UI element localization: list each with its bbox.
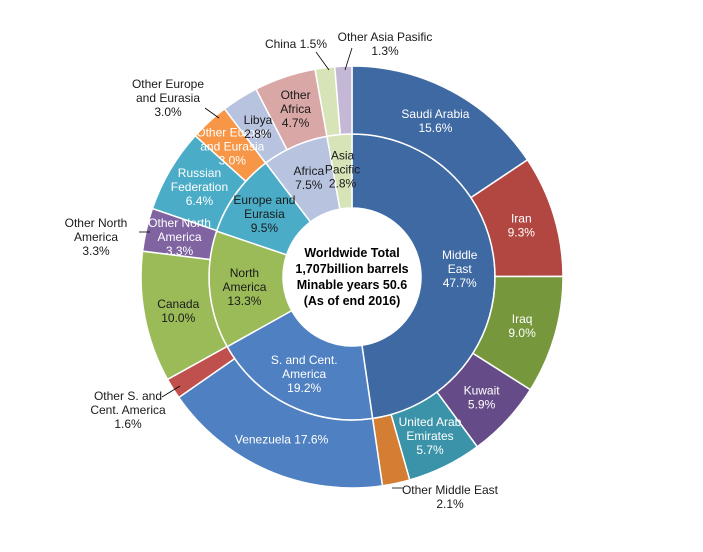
leader-line-other-europe-and-eurasia	[204, 107, 220, 119]
outer-label-iraq: Iraq 9.0%	[508, 312, 536, 340]
inner-label-africa: Africa 7.5%	[293, 164, 324, 192]
outer-label-other-s-and-cent-america: Other S. and Cent. America 1.6%	[90, 389, 166, 431]
leader-line-other-s-and-cent-america	[161, 385, 181, 398]
inner-label-middle-east: Middle East 47.7%	[442, 248, 478, 290]
outer-label-saudi-arabia: Saudi Arabia 15.6%	[401, 107, 469, 135]
outer-label-other-middle-east: Other Middle East 2.1%	[402, 483, 499, 511]
leader-line-other-asia-pasific	[344, 47, 353, 71]
outer-label-other-asia-pasific: Other Asia Pasific 1.3%	[338, 30, 433, 58]
outer-label-other-north-america: Other North America 3.3%	[148, 216, 211, 258]
center-label: Worldwide Total 1,707billion barrels Minab…	[295, 246, 408, 308]
outer-label-china-1-5: China 1.5%	[265, 37, 327, 51]
inner-label-asia-pacific: Asia Pacific 2.8%	[325, 148, 360, 190]
outer-label-other-europe-and-eurasia: Other Europe and Eurasia 3.0%	[196, 126, 268, 168]
outer-slice-other-asia-pasific	[333, 65, 353, 136]
inner-label-north-america: North America 13.3%	[222, 266, 266, 308]
outer-label-other-north-america: Other North America 3.3%	[65, 216, 128, 258]
inner-label-europe-and-eurasia: Europe and Eurasia 9.5%	[233, 193, 295, 235]
outer-label-venezuela-17-6: Venezuela 17.6%	[235, 432, 329, 446]
outer-label-other-europe-and-eurasia: Other Europe and Eurasia 3.0%	[132, 77, 204, 119]
outer-label-iran: Iran 9.3%	[508, 211, 536, 239]
inner-label-s-and-cent-america: S. and Cent. America 19.2%	[271, 353, 338, 395]
outer-label-other-africa: Other Africa 4.7%	[280, 88, 311, 130]
outer-label-united-arab-emirates: United Arab Emirates 5.7%	[399, 415, 462, 457]
outer-label-canada: Canada 10.0%	[157, 297, 199, 325]
outer-label-kuwait: Kuwait 5.9%	[464, 384, 501, 412]
outer-label-russian-federation: Russian Federation 6.4%	[171, 166, 228, 208]
outer-label-libya: Libya 2.8%	[244, 113, 273, 141]
leader-line-china-1-5	[315, 51, 330, 71]
